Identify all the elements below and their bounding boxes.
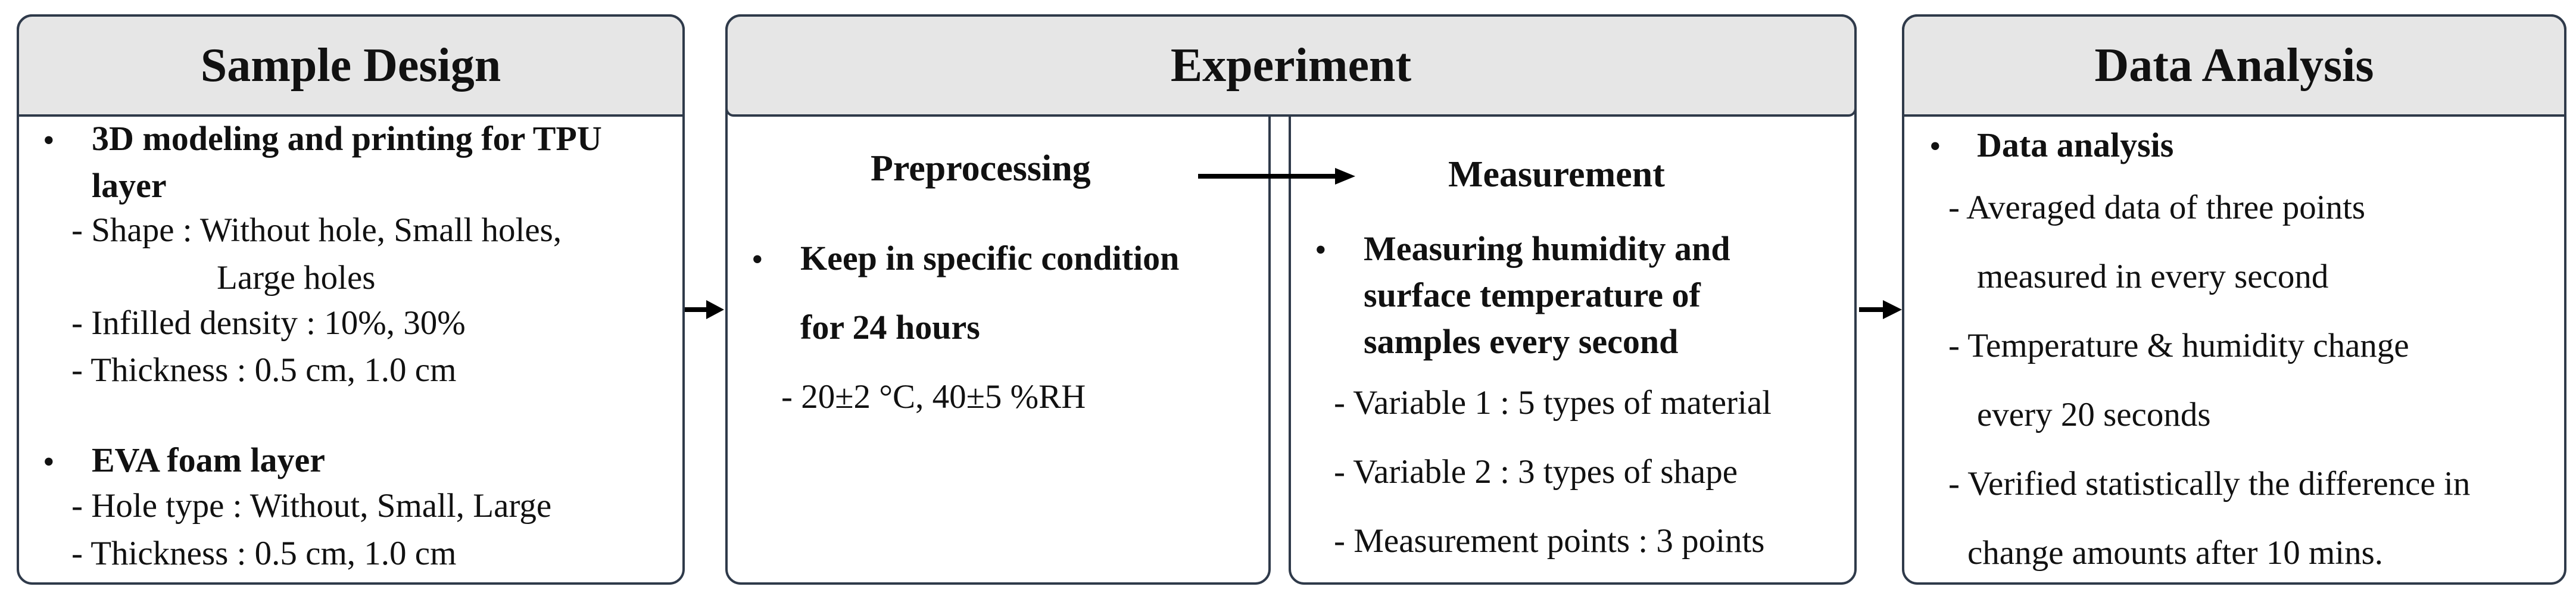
shape-line1: - Shape : Without hole, Small holes, xyxy=(71,211,562,249)
eva-bullet: • xyxy=(43,444,55,481)
data-analysis-header: Data Analysis xyxy=(1902,14,2566,117)
measurement-line1: Measuring humidity and xyxy=(1364,229,1730,268)
hole-type: - Hole type : Without, Small, Large xyxy=(71,487,552,525)
analysis-heading: Data analysis xyxy=(1977,126,2174,164)
infill-density: - Infilled density : 10%, 30% xyxy=(71,304,466,342)
measurement-line2: surface temperature of xyxy=(1364,276,1701,314)
analysis-avg-line2: measured in every second xyxy=(1977,258,2329,295)
eva-heading: EVA foam layer xyxy=(92,441,326,479)
arrow-design-to-experiment xyxy=(685,300,724,319)
measurement-title: Measurement xyxy=(1448,154,1665,195)
shape-line2: Large holes xyxy=(217,259,376,297)
analysis-verify-line2: change amounts after 10 mins. xyxy=(1967,534,2384,572)
analysis-temp-line2: every 20 seconds xyxy=(1977,396,2211,433)
tpu-heading-line1: 3D modeling and printing for TPU xyxy=(92,119,602,158)
analysis-temp-line1: - Temperature & humidity change xyxy=(1948,327,2409,364)
tpu-heading-line2: layer xyxy=(92,166,167,205)
tpu-bullet: • xyxy=(43,122,55,159)
preprocessing-condition: - 20±2 °C, 40±5 %RH xyxy=(781,378,1086,416)
measurement-line3: samples every second xyxy=(1364,322,1679,361)
preprocessing-line1: Keep in specific condition xyxy=(800,239,1180,277)
measurement-points: - Measurement points : 3 points xyxy=(1334,522,1765,560)
sample-design-header: Sample Design xyxy=(17,14,685,117)
arrow-preprocessing-to-measurement xyxy=(1198,168,1355,185)
analysis-verify-line1: - Verified statistically the difference … xyxy=(1948,465,2471,503)
arrow-experiment-to-analysis xyxy=(1859,300,1902,319)
measurement-bullet: • xyxy=(1315,232,1327,269)
analysis-bullet: • xyxy=(1929,128,1941,165)
thickness-eva: - Thickness : 0.5 cm, 1.0 cm xyxy=(71,535,457,572)
thickness-tpu: - Thickness : 0.5 cm, 1.0 cm xyxy=(71,351,457,389)
experiment-header: Experiment xyxy=(725,14,1857,117)
measurement-variable1: - Variable 1 : 5 types of material xyxy=(1334,384,1772,422)
preprocessing-line2: for 24 hours xyxy=(800,308,980,347)
preprocessing-title: Preprocessing xyxy=(871,148,1091,189)
analysis-avg-line1: - Averaged data of three points xyxy=(1948,189,2366,226)
preprocessing-bullet: • xyxy=(751,241,763,278)
measurement-variable2: - Variable 2 : 3 types of shape xyxy=(1334,453,1738,491)
